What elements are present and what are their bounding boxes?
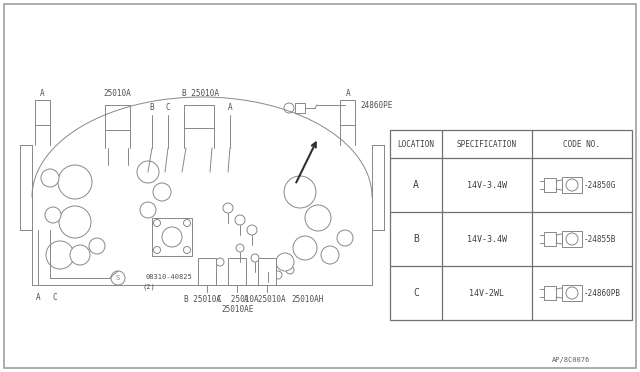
Text: -24850G: -24850G	[584, 180, 616, 189]
Circle shape	[58, 165, 92, 199]
Text: A: A	[36, 294, 40, 302]
Text: 24860PE: 24860PE	[360, 100, 392, 109]
Circle shape	[236, 244, 244, 252]
Circle shape	[321, 246, 339, 264]
Circle shape	[284, 176, 316, 208]
Circle shape	[566, 233, 578, 245]
Circle shape	[153, 183, 171, 201]
Text: C: C	[413, 288, 419, 298]
Bar	[544, 178, 556, 192]
Circle shape	[89, 238, 105, 254]
Text: A: A	[228, 103, 232, 112]
Circle shape	[45, 207, 61, 223]
Bar	[562, 231, 582, 247]
Circle shape	[293, 236, 317, 260]
Bar	[295, 103, 305, 113]
Text: 25010AE: 25010AE	[222, 305, 254, 314]
Circle shape	[231, 266, 239, 274]
Text: A: A	[346, 89, 350, 97]
Circle shape	[162, 227, 182, 247]
Bar	[228, 258, 246, 285]
Circle shape	[184, 219, 191, 227]
Text: 25010A: 25010A	[103, 89, 131, 97]
Text: -24855B: -24855B	[584, 234, 616, 244]
Text: B 25010A: B 25010A	[182, 89, 218, 97]
Circle shape	[223, 203, 233, 213]
Circle shape	[59, 206, 91, 238]
Circle shape	[274, 271, 282, 279]
Circle shape	[140, 202, 156, 218]
Circle shape	[184, 247, 191, 253]
Text: S: S	[116, 275, 120, 281]
Text: 14V-2WL: 14V-2WL	[470, 289, 504, 298]
Circle shape	[111, 271, 125, 285]
Circle shape	[566, 179, 578, 191]
Bar	[544, 232, 556, 246]
Text: 14V-3.4W: 14V-3.4W	[467, 234, 507, 244]
Text: LOCATION: LOCATION	[397, 140, 435, 148]
Circle shape	[337, 230, 353, 246]
Text: C: C	[166, 103, 170, 112]
Circle shape	[247, 225, 257, 235]
Circle shape	[216, 258, 224, 266]
Text: A  25010A: A 25010A	[244, 295, 286, 305]
Circle shape	[566, 287, 578, 299]
Circle shape	[276, 253, 294, 271]
Text: -24860PB: -24860PB	[584, 289, 621, 298]
Circle shape	[137, 161, 159, 183]
Circle shape	[41, 169, 59, 187]
Bar	[390, 130, 632, 320]
Text: B 25010A: B 25010A	[184, 295, 221, 305]
Text: C  25010A: C 25010A	[217, 295, 259, 305]
Circle shape	[154, 219, 161, 227]
Circle shape	[70, 245, 90, 265]
Text: C: C	[52, 294, 58, 302]
Circle shape	[235, 215, 245, 225]
Text: 25010AH: 25010AH	[292, 295, 324, 305]
Circle shape	[251, 254, 259, 262]
Circle shape	[154, 247, 161, 253]
Bar	[544, 286, 556, 300]
Text: A: A	[40, 89, 44, 97]
Circle shape	[46, 241, 74, 269]
Text: 14V-3.4W: 14V-3.4W	[467, 180, 507, 189]
Text: CODE NO.: CODE NO.	[563, 140, 600, 148]
Text: AP/8C0076: AP/8C0076	[552, 357, 590, 363]
Text: 08310-40825: 08310-40825	[145, 274, 192, 280]
Bar	[198, 258, 216, 285]
Circle shape	[305, 205, 331, 231]
Text: B: B	[413, 234, 419, 244]
Text: (2): (2)	[143, 284, 156, 290]
Bar	[562, 285, 582, 301]
Text: SPECIFICATION: SPECIFICATION	[457, 140, 517, 148]
Bar	[562, 177, 582, 193]
Text: A: A	[413, 180, 419, 190]
Bar	[152, 218, 192, 256]
Circle shape	[284, 103, 294, 113]
Circle shape	[264, 264, 272, 272]
Text: B: B	[150, 103, 154, 112]
Circle shape	[286, 266, 294, 274]
Bar	[258, 258, 276, 285]
